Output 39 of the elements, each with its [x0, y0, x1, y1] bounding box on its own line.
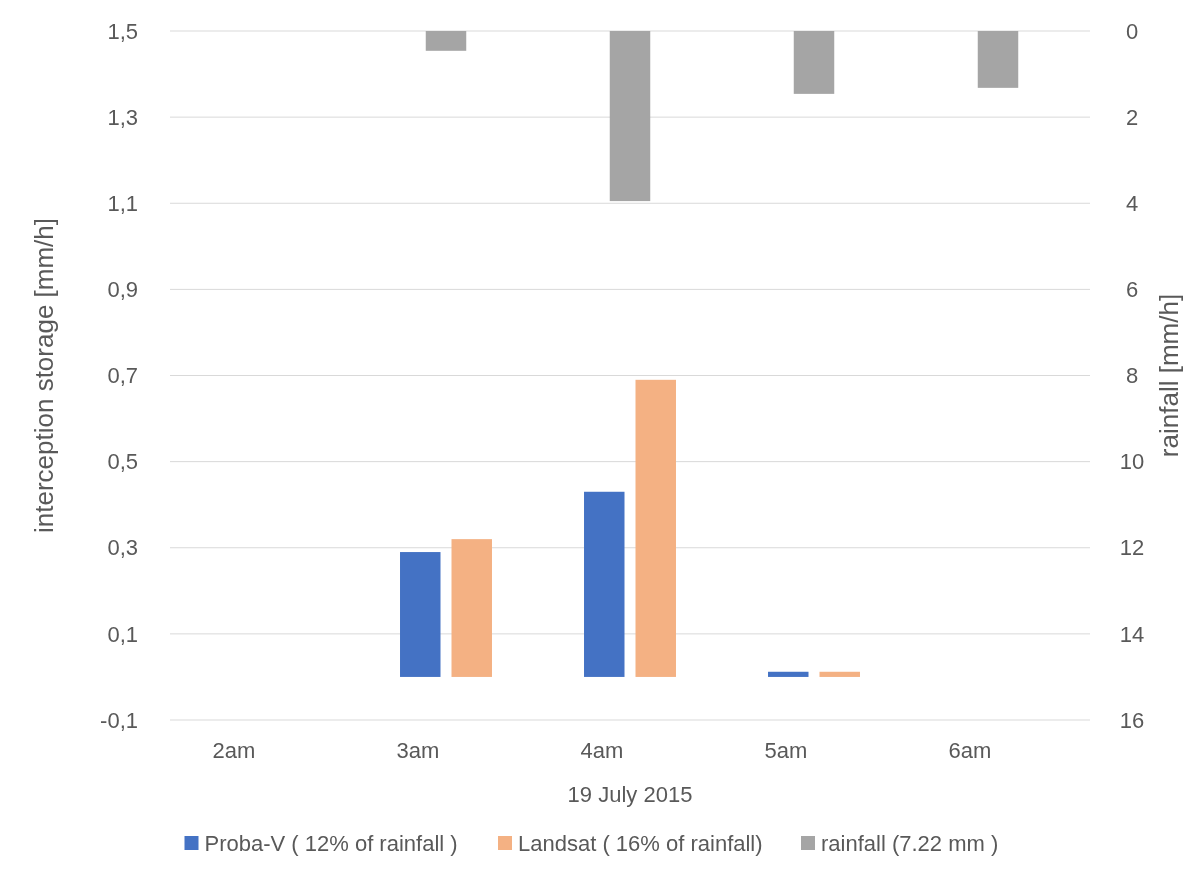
bar: [400, 552, 441, 677]
y-tick-label: 0,9: [107, 277, 138, 303]
x-axis-title: 19 July 2015: [567, 782, 693, 807]
y-tick-label: 0,3: [107, 535, 138, 561]
y-tick-label: -0,1: [100, 707, 138, 733]
bar: [425, 31, 467, 51]
x-tick-label: 3am: [396, 738, 440, 763]
legend-label: Landsat ( 16% of rainfall): [518, 830, 763, 856]
y-tick-label: 1,1: [107, 190, 138, 216]
legend-label: Proba-V ( 12% of rainfall ): [204, 830, 458, 856]
bar: [768, 671, 809, 677]
y2-tick-label: 12: [1119, 535, 1145, 561]
legend-label: rainfall (7.22 mm ): [821, 830, 999, 856]
x-tick-label: 5am: [764, 738, 808, 763]
bar: [635, 379, 676, 677]
y2-tick-label: 6: [1125, 277, 1139, 303]
bar: [451, 539, 492, 677]
y-tick-label: 0,1: [107, 621, 138, 647]
y2-tick-label: 0: [1125, 18, 1139, 44]
x-tick-label: 4am: [580, 738, 624, 763]
bar: [793, 31, 835, 94]
y-axis-title: interception storage [mm/h]: [29, 217, 59, 534]
y2-tick-label: 14: [1119, 621, 1145, 647]
bar: [977, 31, 1019, 88]
y2-tick-label: 2: [1125, 104, 1139, 130]
y2-axis-title: rainfall [mm/h]: [1154, 293, 1184, 458]
y2-tick-label: 4: [1125, 190, 1139, 216]
y-tick-label: 1,3: [107, 104, 138, 130]
bar: [819, 671, 860, 677]
y-tick-label: 1,5: [107, 18, 138, 44]
x-tick-label: 6am: [948, 738, 992, 763]
bar: [584, 491, 625, 677]
y2-tick-label: 10: [1119, 449, 1145, 475]
y2-tick-label: 16: [1119, 707, 1145, 733]
x-tick-label: 2am: [212, 738, 256, 763]
y-tick-label: 0,5: [107, 449, 138, 475]
y-tick-label: 0,7: [107, 363, 138, 389]
y2-tick-label: 8: [1125, 363, 1139, 389]
bar: [609, 31, 651, 202]
